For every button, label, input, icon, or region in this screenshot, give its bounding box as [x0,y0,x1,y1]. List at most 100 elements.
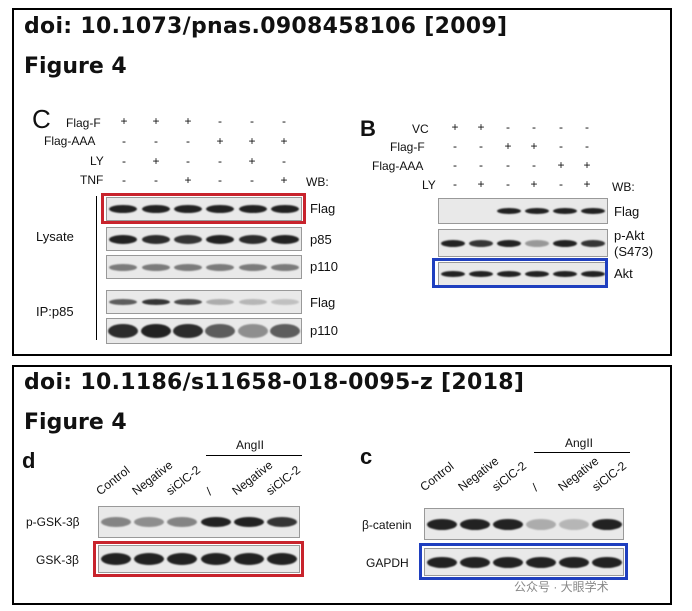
condition-mark: + [184,114,192,128]
blot-band [469,239,493,247]
wb-label: WB: [306,175,329,189]
group-lysate: Lysate [36,229,74,244]
blot-band [591,518,622,530]
top-doi: doi: 10.1073/pnas.0908458106 [2009] [24,14,508,39]
condition-mark: + [248,134,256,148]
blot-band [173,234,202,244]
blot-label: p-Akt [614,228,645,243]
blot-band [497,271,521,277]
blot-d-pgsk [98,506,300,538]
condition-mark: - [585,139,589,153]
blot-band [205,324,236,338]
condition-mark: - [453,177,457,191]
blot-band [200,517,231,527]
row-label: LY [422,178,436,192]
blot-label: p110 [310,259,338,274]
row-label: LY [90,154,104,168]
blot-band [100,553,131,565]
angii-bracket [206,455,302,456]
condition-mark: - [559,139,563,153]
highlight-frame-blue [432,258,608,288]
condition-mark: + [152,114,160,128]
bottom-doi: doi: 10.1186/s11658-018-0095-z [2018] [24,370,525,395]
blot-label: p85 [310,232,332,247]
condition-mark: - [218,154,222,168]
blot-band [109,263,138,271]
blot-c-ip-flag [106,290,302,314]
row-label: Flag-F [66,116,101,130]
blot-band [270,299,299,305]
watermark: 公众号 · 大眼学术 [514,580,609,594]
condition-mark: + [583,158,591,172]
wb-label: WB: [612,180,635,194]
row-label: TNF [80,173,104,187]
group-ip: IP:p85 [36,304,74,319]
condition-mark: - [585,120,589,134]
condition-mark: + [504,139,512,153]
blot-band [492,518,523,530]
blot-band [553,239,577,247]
blot-band [167,553,198,565]
blot-band [206,234,235,244]
condition-mark: + [184,173,192,187]
blot-band [525,518,556,530]
row-label: Flag-F [390,140,425,154]
panel-b-label: B [360,116,376,141]
blot-band [581,271,605,277]
blot-band [553,271,577,277]
blot-band [238,299,267,305]
condition-mark: - [218,114,222,128]
blot-band [270,263,299,271]
condition-mark: - [250,114,254,128]
blot-band [525,556,556,568]
blot-band [553,208,577,214]
blot-band [270,234,299,244]
blot-band [238,205,267,213]
blot-band [234,517,264,527]
blot-label: Flag [310,201,336,216]
blot-band [497,208,521,214]
panel-c-bottom-label: c [360,444,373,469]
blot-band [206,205,235,213]
condition-mark: - [506,120,510,134]
blot-c-gapdh [424,548,624,576]
blot-c-p110 [106,255,302,279]
row-label: Flag-AAA [44,134,96,148]
highlight-frame-red [93,541,304,577]
condition-mark: - [532,158,536,172]
condition-mark: + [530,139,538,153]
blot-d-gsk [98,545,300,573]
blot-band [492,556,523,568]
condition-mark: - [154,134,158,148]
blot-c-flag [106,197,302,221]
blot-band [238,263,267,271]
condition-mark: - [453,139,457,153]
blot-band [581,239,605,247]
blot-band [237,324,268,338]
blot-band [109,234,138,244]
blot-band [497,239,521,247]
blot-band [234,553,264,565]
group-angii: AngII [236,438,265,452]
blot-label: β-catenin [362,518,412,532]
highlight-frame-red [101,193,306,224]
condition-mark: + [477,120,485,134]
blot-band [173,263,202,271]
condition-mark: + [248,154,256,168]
bottom-figure-box [12,365,672,605]
condition-mark: - [154,173,158,187]
blot-band [459,518,490,530]
condition-mark: + [216,134,224,148]
condition-mark: - [122,154,126,168]
blot-label: p-GSK-3β [26,515,80,529]
blot-band [426,518,457,530]
blot-band [591,556,622,568]
blot-c-catenin [424,508,624,540]
blot-band [100,517,131,527]
panel-c-label: C [32,104,51,134]
blot-band [141,299,170,305]
row-label: Flag-AAA [372,159,424,173]
condition-mark: - [559,120,563,134]
condition-mark: + [280,173,288,187]
ip-bracket [96,290,97,340]
